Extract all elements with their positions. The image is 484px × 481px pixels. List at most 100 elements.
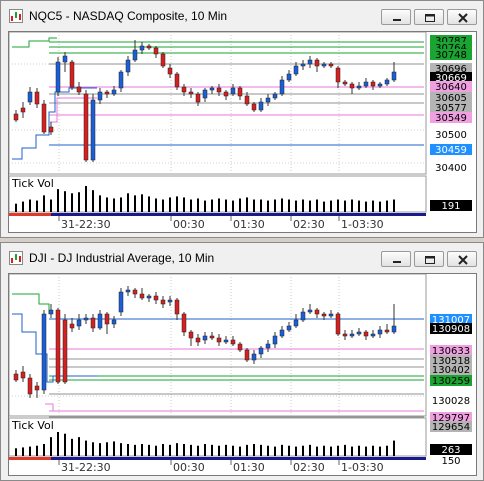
volume-bar [43,195,45,212]
volume-bar [197,198,199,212]
candle-up [321,63,327,67]
volume-bar [302,199,304,212]
candle-down [132,289,138,295]
time-label: 1-03:30 [341,461,384,474]
candle-down [34,91,40,105]
candle-up [97,91,103,101]
volume-bar [36,445,38,456]
time-label: 31-22:30 [61,218,111,231]
candle-down [139,293,145,299]
price-tag-background [430,92,472,103]
volume-bar [295,200,297,212]
volume-bar [344,444,346,456]
candle-up [293,319,299,327]
maximize-button[interactable] [414,251,444,267]
candle-down [90,317,96,329]
price-chart-area[interactable]: 131007 130908 130633 130518 130402 130259 1300… [8,273,477,476]
price-tag: 30459 [435,145,467,156]
volume-bar [190,444,192,456]
volume-bar [176,196,178,212]
candle-up [132,49,138,61]
volume-bar [183,444,185,456]
candle-down [363,331,369,337]
volume-bar [372,445,374,456]
candle-down [27,377,33,395]
volume-bar [267,200,269,212]
price-tag: 30669 [435,73,467,84]
close-button[interactable] [447,251,477,267]
minimize-button[interactable] [381,9,411,25]
time-label: 00:30 [173,461,205,474]
volume-bar [344,200,346,212]
price-tag-background [430,102,472,113]
candle-down [69,61,75,88]
indicator-step-line [49,97,97,123]
candle-down [188,91,194,95]
chart-window-dji[interactable]: DJI - DJ Industrial Average, 10 Min 1310… [0,242,484,481]
price-tag-background [430,355,472,366]
candle-down [167,67,173,75]
candle-down [153,47,159,55]
time-label: 01:30 [233,218,265,231]
price-tag-background [430,72,472,83]
volume-bar [169,444,171,456]
price-tag: 30549 [435,113,467,124]
candle-up [202,89,208,99]
candle-up [265,343,271,349]
volume-bar [106,442,108,456]
candle-up [391,325,397,333]
minimize-button[interactable] [381,251,411,267]
volume-bar [92,442,94,456]
volume-label: Tick Vol [11,419,54,432]
candle-up [265,97,271,103]
candle-up [55,61,61,93]
indicator-step-line [12,37,57,48]
candle-down [335,67,341,83]
volume-bar [274,199,276,212]
candle-down [314,59,320,67]
volume-bar [57,432,59,456]
window-titlebar[interactable]: NQC5 - NASDAQ Composite, 10 Min [1,1,483,31]
volume-bar [155,445,157,456]
volume-bar [232,200,234,212]
candle-down [146,45,152,49]
candle-down [188,331,194,339]
volume-bar [50,199,52,212]
maximize-button[interactable] [414,9,444,25]
volume-bar [281,444,283,456]
price-tag: 30764 [435,43,467,54]
session-bar-segment [51,213,426,216]
window-titlebar[interactable]: DJI - DJ Industrial Average, 10 Min [1,243,483,273]
close-icon [458,13,468,23]
candle-down [209,335,215,339]
chart-window-nasdaq[interactable]: NQC5 - NASDAQ Composite, 10 Min 30787 307… [0,0,484,238]
candle-down [335,313,341,335]
candle-up [251,353,257,361]
close-button[interactable] [447,9,477,25]
price-tag: 30787 [435,36,467,47]
session-bar-segment [51,457,426,460]
price-tag: 130028 [432,396,470,407]
volume-value-background [430,200,472,211]
candle-up [272,93,278,99]
price-tag-background [430,112,472,123]
volume-bar [379,446,381,456]
candle-up [167,299,173,303]
candle-up [370,333,376,337]
candle-down [328,63,334,67]
price-chart-area[interactable]: 30787 30764 30748 30696 30669 30640 30605 30577… [8,31,477,233]
volume-bar [64,433,66,456]
candle-down [314,309,320,315]
candle-up [307,59,313,65]
window-title: NQC5 - NASDAQ Composite, 10 Min [29,9,228,23]
candle-down [237,87,243,97]
candle-down [321,313,327,317]
candle-down [160,53,166,67]
candle-down [230,339,236,345]
volume-bar [71,193,73,212]
time-label: 1-03:30 [341,218,384,231]
volume-value: 191 [441,201,460,212]
volume-bar [169,197,171,212]
